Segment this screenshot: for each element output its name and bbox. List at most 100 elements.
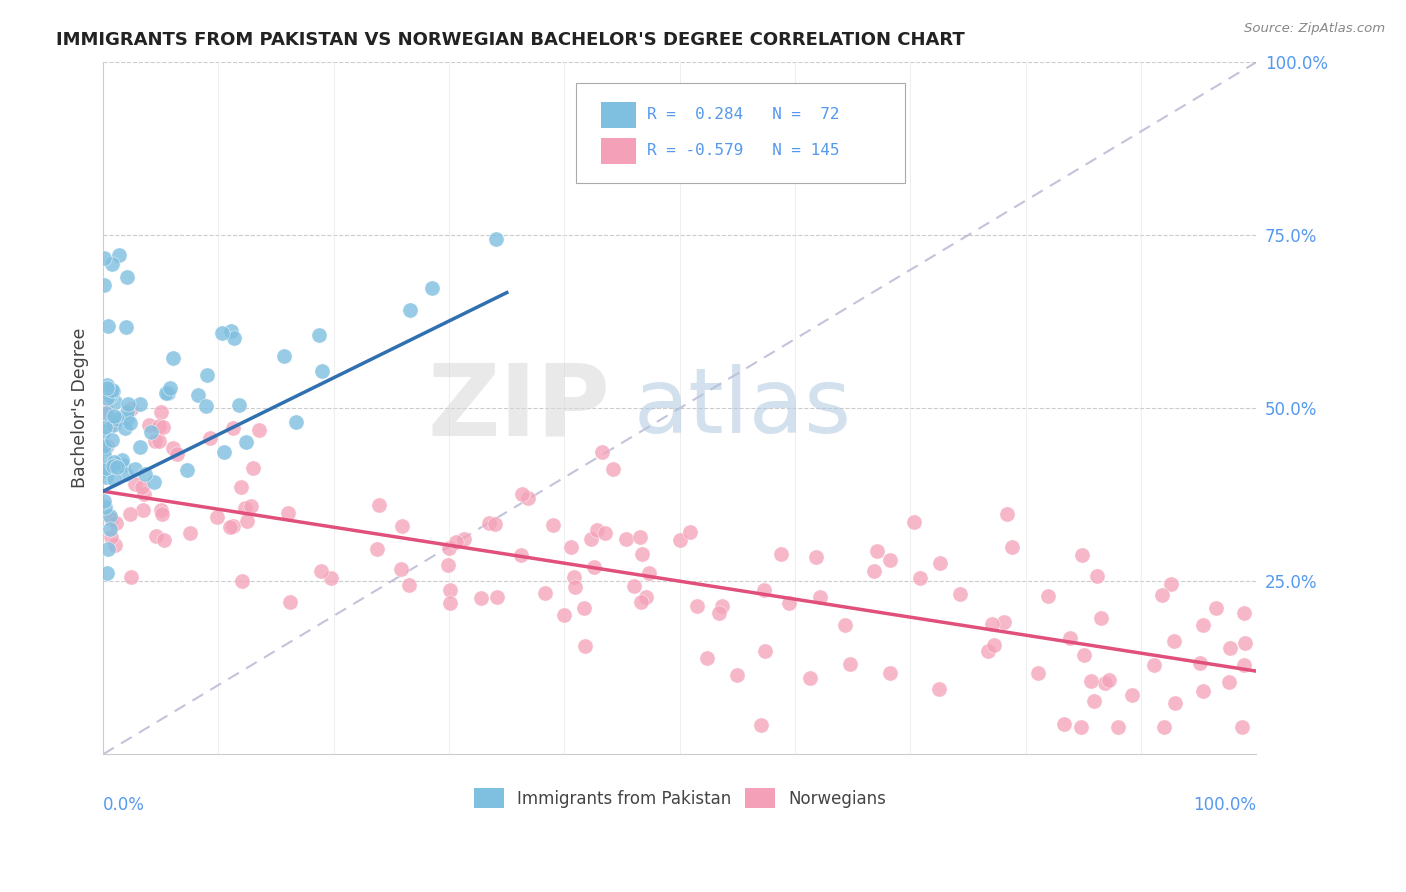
Text: ZIP: ZIP [427, 359, 610, 457]
Point [866, 544, 889, 558]
Point [929, 556, 952, 570]
Point [769, 547, 792, 561]
Point [543, 517, 565, 532]
Point [104, 538, 127, 552]
Point [834, 618, 856, 632]
Point [928, 682, 950, 697]
Point [93, 277, 115, 292]
Point [96, 439, 118, 453]
Point [128, 441, 150, 455]
Point [579, 532, 602, 546]
Point [582, 560, 605, 574]
Point [224, 331, 246, 345]
Point [93, 419, 115, 434]
Point [510, 548, 533, 562]
Point [149, 405, 172, 419]
Point [1080, 674, 1102, 689]
Point [311, 363, 333, 377]
Point [155, 386, 177, 401]
Point [586, 523, 609, 537]
Point [630, 595, 652, 609]
Y-axis label: Bachelor's Degree: Bachelor's Degree [72, 328, 89, 488]
Point [148, 434, 170, 448]
Point [93, 439, 115, 453]
Point [96, 460, 118, 475]
Point [949, 587, 972, 601]
Point [1059, 631, 1081, 645]
Point [128, 396, 150, 410]
Point [101, 383, 124, 397]
Point [1218, 675, 1240, 690]
Point [104, 516, 127, 530]
Point [107, 412, 129, 426]
Point [211, 326, 233, 340]
Point [120, 570, 142, 584]
Point [983, 638, 1005, 652]
Point [1026, 665, 1049, 680]
Point [150, 503, 173, 517]
Point [115, 320, 138, 334]
Point [101, 433, 124, 447]
Point [96, 470, 118, 484]
Point [634, 590, 657, 604]
Point [145, 529, 167, 543]
Point [478, 516, 501, 530]
Point [103, 472, 125, 486]
Point [176, 463, 198, 477]
Point [470, 591, 492, 605]
Point [321, 571, 343, 585]
Point [242, 461, 264, 475]
Point [1205, 601, 1227, 615]
Point [93, 424, 115, 438]
Point [879, 553, 901, 567]
Point [96, 566, 118, 580]
Point [103, 455, 125, 469]
Point [1163, 634, 1185, 648]
Text: atlas: atlas [634, 364, 852, 452]
Point [574, 639, 596, 653]
Point [439, 596, 461, 610]
Point [187, 388, 209, 402]
Text: 0.0%: 0.0% [103, 796, 145, 814]
Point [93, 494, 115, 508]
Point [115, 467, 138, 482]
Text: 100.0%: 100.0% [1194, 796, 1257, 814]
Point [1085, 569, 1108, 583]
Point [120, 402, 142, 417]
Bar [602, 102, 636, 128]
Point [1143, 658, 1166, 673]
Point [131, 480, 153, 494]
Point [101, 417, 124, 431]
Point [517, 491, 540, 505]
Point [156, 385, 179, 400]
Point [444, 535, 467, 549]
Point [560, 540, 582, 554]
Point [591, 445, 613, 459]
Point [1233, 636, 1256, 650]
Point [142, 475, 165, 489]
Point [1153, 719, 1175, 733]
Point [628, 530, 651, 544]
Text: R = -0.579   N = 145: R = -0.579 N = 145 [648, 143, 839, 158]
Point [100, 530, 122, 544]
Point [278, 595, 301, 609]
Bar [602, 137, 636, 164]
Point [96, 402, 118, 417]
Point [162, 442, 184, 456]
Point [285, 415, 308, 429]
Point [107, 248, 129, 262]
Point [879, 665, 901, 680]
Point [104, 395, 127, 409]
Point [152, 420, 174, 434]
Point [1160, 577, 1182, 591]
Point [117, 404, 139, 418]
Point [101, 417, 124, 432]
Point [710, 599, 733, 613]
Point [124, 476, 146, 491]
Point [124, 462, 146, 476]
Point [132, 487, 155, 501]
Point [534, 586, 557, 600]
FancyBboxPatch shape [576, 83, 904, 183]
Point [595, 525, 617, 540]
Point [150, 507, 173, 521]
